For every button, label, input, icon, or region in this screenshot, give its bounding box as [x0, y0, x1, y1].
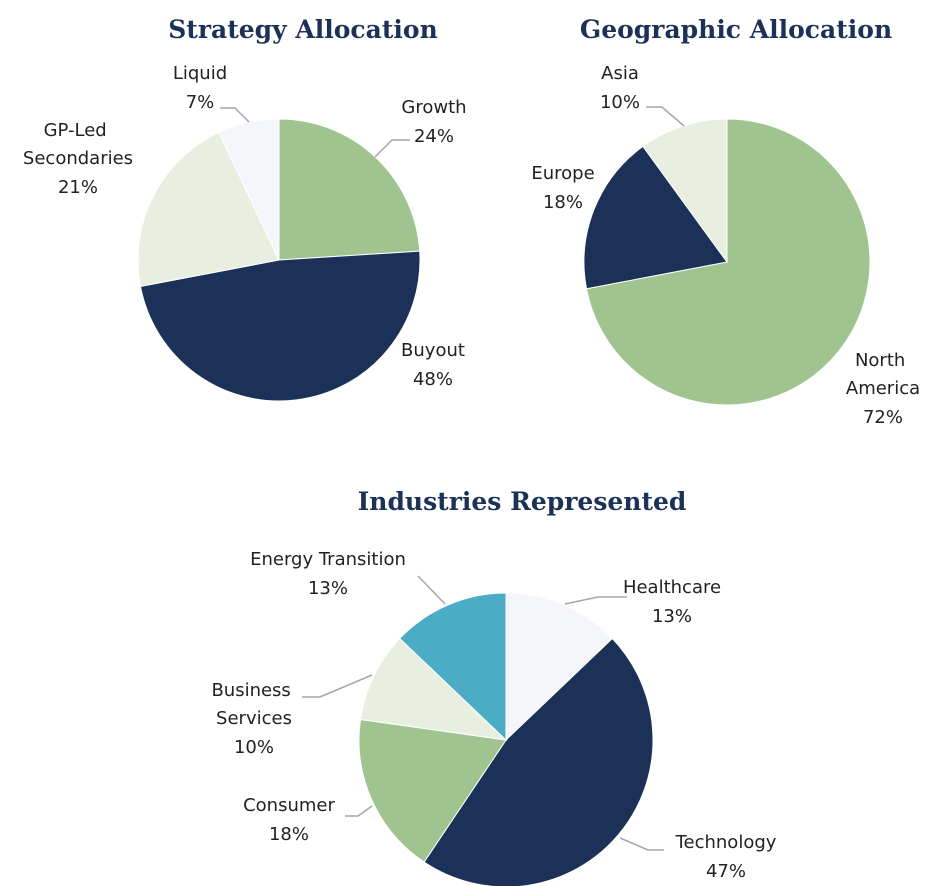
slice-label: Healthcare — [623, 577, 721, 598]
slice-value-label: 10% — [234, 737, 274, 758]
pie-slice — [139, 250, 421, 402]
label-line: Business — [211, 680, 296, 701]
slice-label: North America — [846, 350, 920, 399]
slice-value-label: 13% — [652, 606, 692, 627]
slice-label: Buyout — [401, 340, 465, 361]
slice-value-label: 21% — [58, 177, 98, 198]
slice-value-label: 18% — [543, 192, 583, 213]
slice-value-label: 7% — [186, 92, 215, 113]
slice-label: Europe — [531, 163, 594, 184]
label-line: North — [855, 350, 911, 371]
pie-slice — [583, 145, 728, 290]
pie-slice — [218, 118, 280, 261]
leader-line — [619, 837, 664, 851]
slice-label: Consumer — [243, 795, 335, 816]
slice-value-label: 18% — [269, 824, 309, 845]
slice-label: Growth — [401, 97, 466, 118]
leader-line — [374, 139, 410, 158]
leader-line — [417, 575, 446, 605]
slice-value-label: 72% — [863, 407, 903, 428]
slice-label: Energy Transition — [250, 549, 406, 570]
slice-label: Liquid — [173, 63, 227, 84]
label-line: America — [846, 378, 920, 399]
pie-slice — [137, 131, 280, 288]
pie-slice — [642, 118, 728, 264]
pie-slice — [505, 592, 614, 742]
slice-label: Business Services — [211, 680, 296, 729]
slice-value-label: 48% — [413, 369, 453, 390]
leader-line — [345, 805, 373, 817]
leader-line — [564, 596, 627, 605]
slice-value-label: 13% — [308, 578, 348, 599]
label-line: GP-Led — [44, 120, 113, 141]
slice-label: Technology — [675, 832, 777, 853]
leader-line — [220, 107, 250, 123]
label-line: Services — [216, 708, 292, 729]
pie-slice — [358, 718, 507, 863]
chart-title: Industries Represented — [358, 487, 687, 516]
slice-value-label: 47% — [706, 861, 746, 882]
leader-line — [302, 674, 373, 698]
pie-slice — [423, 637, 654, 886]
pie-slice — [585, 118, 871, 406]
chart-title: Geographic Allocation — [580, 15, 892, 44]
slice-label: GP-Led Secondaries — [23, 120, 133, 169]
label-line: Secondaries — [23, 148, 133, 169]
pie-slice — [359, 637, 508, 741]
leader-line — [646, 106, 685, 127]
slice-label: Asia — [601, 63, 639, 84]
slice-value-label: 24% — [414, 126, 454, 147]
slice-value-label: 10% — [600, 92, 640, 113]
chart-title: Strategy Allocation — [168, 15, 438, 44]
pie-slice — [398, 592, 507, 742]
